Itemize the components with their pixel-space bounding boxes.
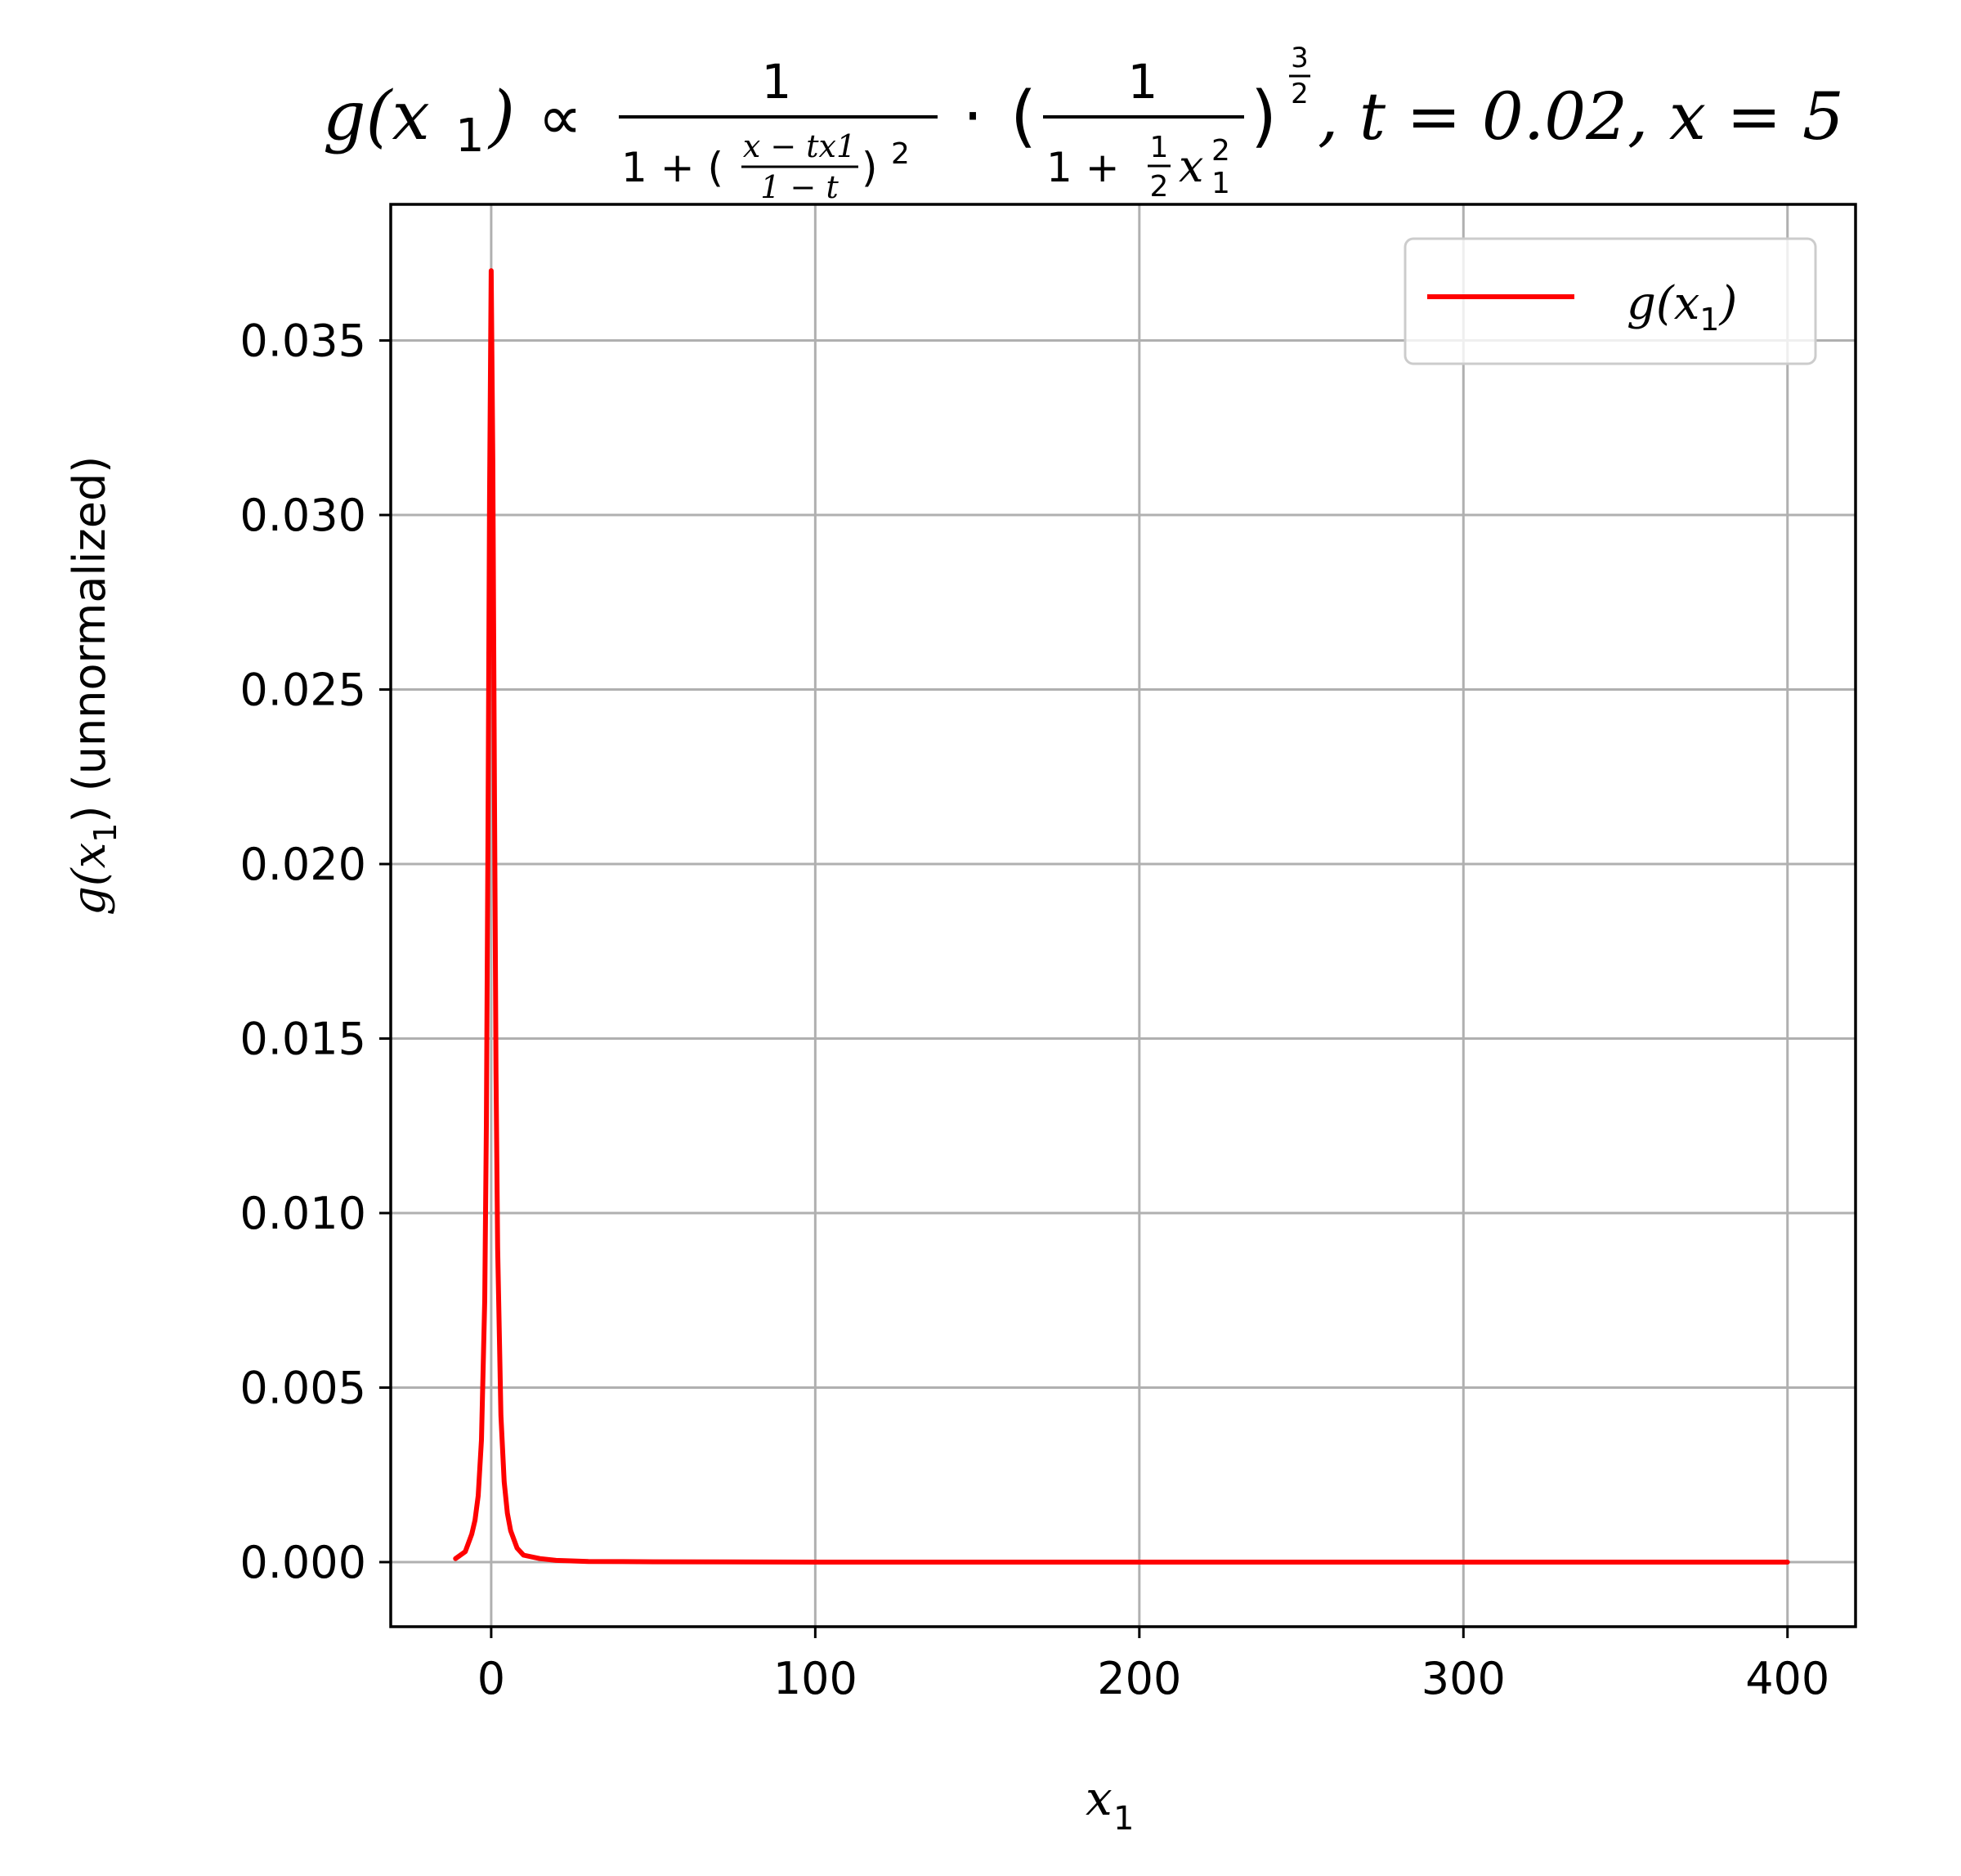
svg-text:g(x1) (unnormalized): g(x1) (unnormalized) [63, 456, 123, 916]
title-frac2-den-var: x [1179, 141, 1203, 192]
y-tick-label: 0.000 [240, 1537, 366, 1588]
title-exp-den: 2 [1291, 78, 1309, 110]
x-tick-label: 0 [477, 1653, 505, 1704]
series-layer [453, 268, 1790, 1565]
title-frac2-den-sub: 1 [1211, 167, 1230, 200]
x-tick-label: 100 [773, 1653, 857, 1704]
legend-label-sub: 1 [1699, 302, 1719, 338]
title-half-num: 1 [1150, 131, 1169, 164]
title-params: , t = 0.02, x = 5 [1318, 78, 1844, 154]
title-half-den: 2 [1150, 170, 1169, 204]
legend-label-prefix: g(x [1627, 277, 1699, 330]
title-exp-num: 3 [1291, 42, 1309, 74]
y-tick-label: 0.010 [240, 1188, 366, 1239]
xlabel-sub: 1 [1113, 1800, 1134, 1838]
legend-box [1404, 237, 1817, 365]
title-frac2-num: 1 [1128, 54, 1158, 110]
series-line-g-x1 [453, 268, 1790, 1565]
legend-label-suffix: ) [1718, 277, 1737, 330]
title-propto: ∝ [538, 81, 582, 154]
ticks: 0 100 200 300 400 0.000 0.005 0.010 0.015 0.020 0.… [240, 316, 1829, 1704]
title-dot: · [963, 79, 983, 152]
title-inner-den: 1 − t [760, 169, 839, 205]
title-frac2-den-sup: 2 [1211, 134, 1230, 168]
title-frac1-den-suffix: ) [862, 144, 878, 191]
y-tick-label: 0.025 [240, 665, 366, 716]
x-tick-label: 400 [1745, 1653, 1829, 1704]
ylabel-prefix: g(x [63, 843, 116, 916]
y-axis-label: g(x1) (unnormalized) [63, 456, 123, 916]
chart-title: g(x 1 ) ∝ 1 1 + ( x − tx1 1 − t ) 2 · ( … [323, 42, 1844, 205]
ylabel-sub: 1 [87, 823, 123, 843]
y-tick-label: 0.005 [240, 1363, 366, 1414]
title-open-paren: ( [1010, 78, 1036, 155]
title-frac1-den-sup: 2 [891, 137, 910, 171]
title-lhs-sub: 1 [455, 110, 485, 163]
ylabel-suffix: ) (unnormalized) [64, 456, 115, 823]
x-axis-label: x 1 [1086, 1771, 1134, 1838]
y-tick-label: 0.015 [240, 1014, 366, 1065]
x-tick-label: 200 [1097, 1653, 1181, 1704]
title-frac1-num: 1 [762, 54, 792, 110]
axes-frame [389, 203, 1857, 1628]
title-inner-num: x − tx1 [743, 128, 856, 164]
title-lhs-close: ) [487, 78, 515, 155]
y-tick-label: 0.035 [240, 316, 366, 367]
x-tick-label: 300 [1422, 1653, 1506, 1704]
xlabel-var: x [1086, 1771, 1113, 1826]
title-frac1-den-prefix: 1 + ( [621, 144, 723, 191]
title-lhs: g(x [323, 78, 430, 155]
svg-text:g(x1): g(x1) [1627, 277, 1737, 338]
legend: g(x1) [1404, 237, 1817, 365]
y-tick-label: 0.030 [240, 490, 366, 541]
title-close-paren: ) [1251, 78, 1277, 155]
title-frac2-den-prefix: 1 + [1046, 144, 1120, 191]
y-tick-label: 0.020 [240, 839, 366, 890]
